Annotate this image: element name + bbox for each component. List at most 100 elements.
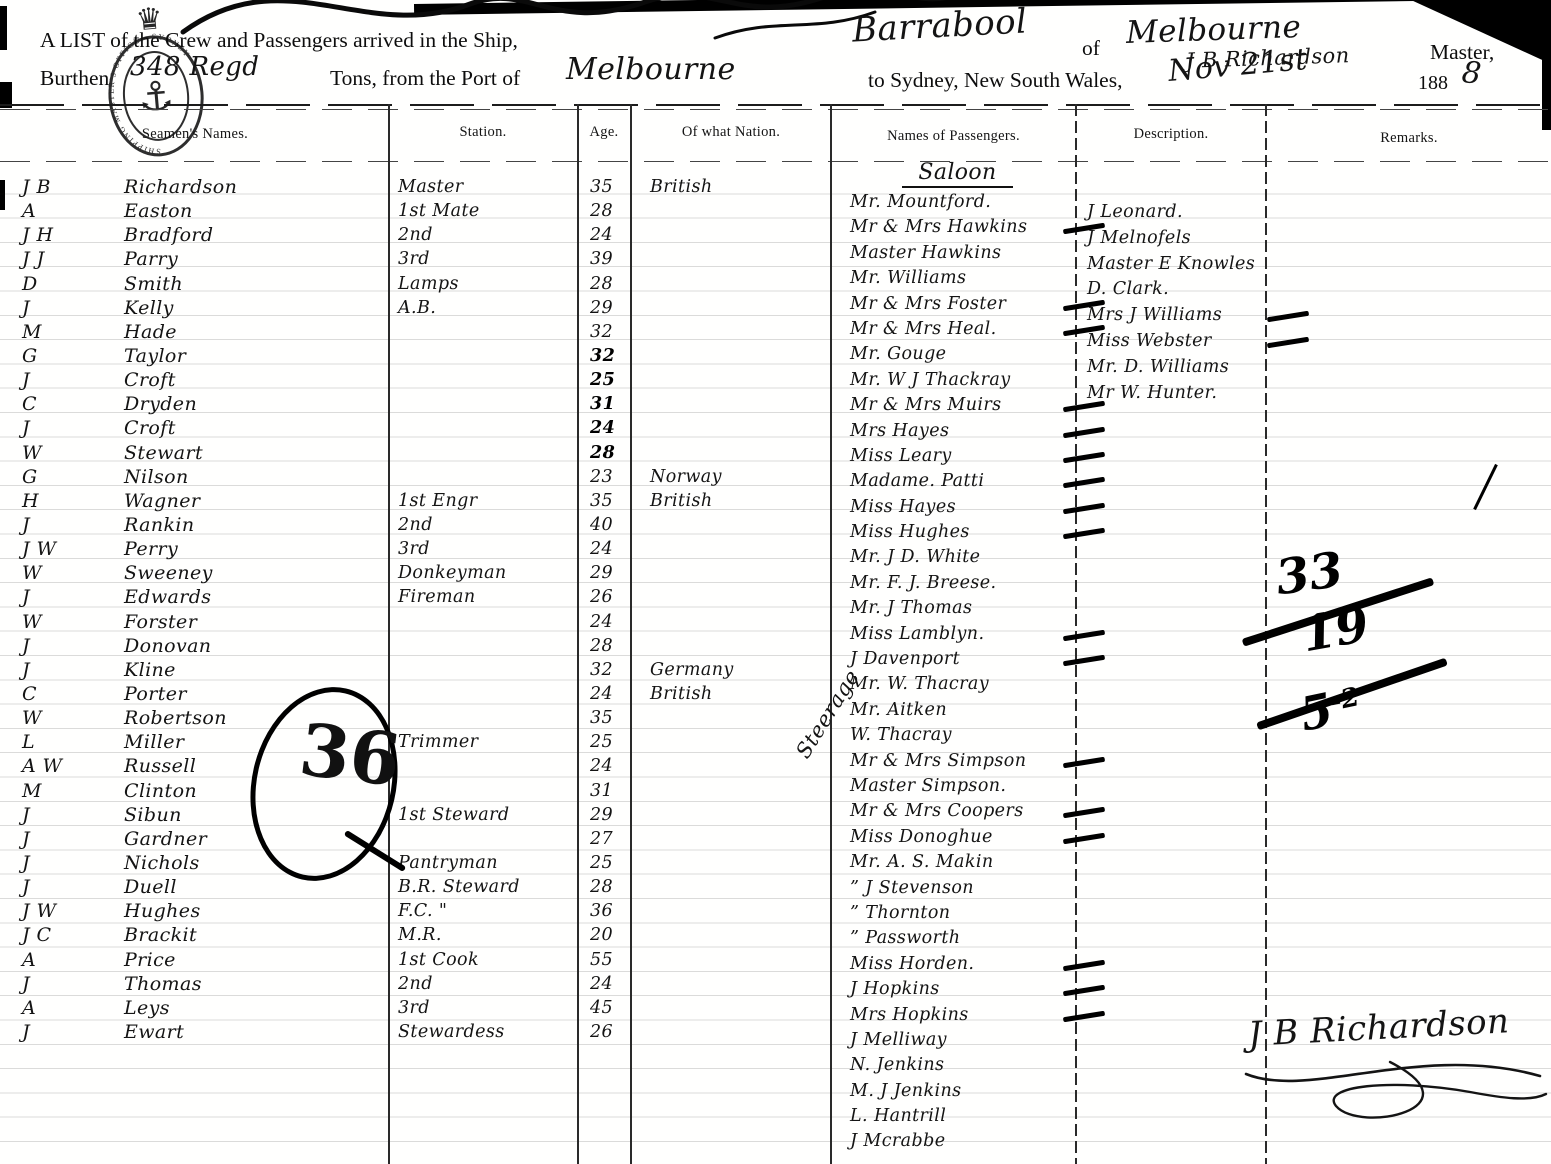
- crew-initials: W: [22, 441, 42, 464]
- crew-surname: Smith: [124, 272, 183, 295]
- crew-station: 1st Cook: [398, 949, 479, 970]
- crew-station: Fireman: [398, 587, 476, 608]
- passenger-name: Mr & Mrs Muirs: [850, 395, 1002, 416]
- crew-station: M.R.: [398, 925, 442, 946]
- description-row: J Melnofels: [1085, 228, 1275, 254]
- passenger-row: J Hopkins: [840, 979, 1106, 1004]
- column-header-passengers: Names of Passengers.: [887, 128, 1020, 144]
- passenger-name: Master Simpson.: [850, 775, 1007, 796]
- passenger-row: Mrs Hopkins: [840, 1004, 1106, 1030]
- scan-artifact-left-mark-3: [0, 180, 5, 210]
- crew-row: J Ewart Stewardess 26: [6, 1021, 834, 1045]
- crew-station: Trimmer: [398, 732, 479, 753]
- crew-initials: W: [22, 610, 42, 633]
- column-header-age: Age.: [589, 124, 619, 140]
- passenger-row: Mr & Mrs Foster: [840, 294, 1106, 319]
- description-name: D. Clark.: [1087, 279, 1170, 300]
- crew-initials: A: [22, 996, 37, 1019]
- crew-age: 39: [590, 249, 614, 270]
- crew-count-number: 36: [295, 706, 406, 803]
- passenger-name: Mr & Mrs Simpson: [850, 750, 1027, 771]
- crew-surname: Taylor: [124, 344, 187, 367]
- tally-tick-mark: [1062, 1010, 1106, 1022]
- crew-station: Donkeyman: [398, 563, 507, 584]
- passenger-row: M. J Jenkins: [840, 1081, 1075, 1106]
- passenger-row: Mr. Gouge: [840, 344, 1075, 369]
- crew-initials: J: [22, 417, 31, 440]
- crew-initials: J: [22, 1020, 31, 1043]
- passenger-name: M. J Jenkins: [850, 1080, 962, 1101]
- description-row: Mrs J Williams: [1085, 305, 1310, 331]
- scan-artifact-slash-mark: [1473, 463, 1498, 511]
- passenger-name: ” Passworth: [850, 928, 961, 949]
- column-header-remarks: Remarks.: [1380, 130, 1438, 146]
- passenger-row: ” Thornton: [840, 903, 1075, 928]
- passenger-row: Miss Hayes: [840, 497, 1106, 522]
- passenger-name: Mr & Mrs Heal.: [850, 318, 997, 339]
- tally-tick-mark: [1062, 984, 1106, 997]
- tons-from-port-label: Tons, from the Port of: [330, 66, 521, 90]
- passenger-row: Mr. Mountford.: [840, 192, 1075, 217]
- crew-row: W Stewart 28: [6, 442, 834, 466]
- crew-age: 24: [590, 683, 614, 704]
- crew-station: 2nd: [398, 225, 433, 246]
- passenger-row: Miss Leary: [840, 446, 1106, 471]
- year-printed: 188: [1418, 72, 1448, 94]
- crew-initials: D: [22, 272, 38, 295]
- ship-name-handwritten: Barrabool: [851, 1, 1029, 51]
- tally-tick-mark: [1062, 756, 1106, 768]
- passenger-name: Mr & Mrs Coopers: [850, 801, 1024, 822]
- description-row: Mr. D. Williams: [1085, 357, 1275, 383]
- passenger-row: J Melliway: [840, 1030, 1075, 1055]
- passenger-name: Mrs Hopkins: [850, 1004, 969, 1025]
- crew-initials: L: [22, 731, 36, 754]
- crew-row: C Porter 24 British: [6, 683, 834, 707]
- description-row: Master E Knowles: [1085, 254, 1275, 280]
- crew-surname: Nichols: [124, 851, 200, 874]
- crew-initials: J: [22, 803, 31, 826]
- crew-row: J Donovan 28: [6, 635, 834, 659]
- crew-surname: Ewart: [124, 1020, 185, 1043]
- top-scrawl: [180, 0, 947, 40]
- description-row: D. Clark.: [1085, 279, 1275, 305]
- crew-initials: J: [22, 634, 31, 657]
- description-row: J Leonard.: [1085, 202, 1275, 228]
- scan-artifact-right-strip: [1542, 58, 1551, 130]
- crew-age: 35: [590, 708, 614, 729]
- pencil-bottom-count: 5-2: [1295, 682, 1363, 742]
- crew-initials: C: [22, 393, 37, 416]
- crew-row: J Edwards Fireman 26: [6, 586, 834, 610]
- description-name: J Melnofels: [1087, 227, 1192, 248]
- crew-age: 28: [590, 442, 616, 463]
- pencil-steerage-count: 19: [1297, 596, 1374, 664]
- tally-tick-mark: [1062, 426, 1106, 438]
- column-rule-names-station: [388, 104, 390, 1164]
- crew-station: Stewardess: [398, 1021, 505, 1042]
- passenger-name: Mrs Hayes: [850, 420, 950, 441]
- crew-initials: J: [22, 586, 31, 609]
- crew-initials: W: [22, 707, 42, 730]
- crew-surname: Stewart: [124, 441, 204, 464]
- crew-age: 28: [590, 201, 614, 222]
- passenger-name: Miss Hughes: [850, 522, 970, 543]
- description-name: J Leonard.: [1087, 202, 1183, 222]
- column-header-nation: Of what Nation.: [681, 124, 781, 140]
- crew-row: A Leys 3rd 45: [6, 997, 834, 1021]
- crew-surname: Russell: [124, 755, 197, 778]
- crew-station: 1st Mate: [398, 201, 480, 222]
- crew-initials: M: [22, 779, 42, 802]
- crew-age: 31: [590, 394, 616, 415]
- crew-row: D Smith Lamps 28: [6, 273, 834, 297]
- crew-age: 24: [590, 611, 614, 632]
- passenger-row: Mr. Aitken: [840, 700, 1075, 725]
- crew-list: J B Richardson Master 35 British A Easto…: [6, 176, 834, 1045]
- crew-row: J Thomas 2nd 24: [6, 973, 834, 997]
- crew-surname: Bradford: [124, 224, 214, 247]
- passenger-name: Mr. J Thomas: [850, 598, 973, 619]
- crew-age: 29: [590, 563, 614, 584]
- crew-row: J W Perry 3rd 24: [6, 538, 834, 562]
- passenger-name: N. Jenkins: [850, 1055, 945, 1076]
- crew-station: Pantryman: [398, 852, 498, 873]
- header-line1: A LIST of the Crew and Passengers arrive…: [40, 28, 518, 52]
- crew-age: 26: [590, 1021, 614, 1042]
